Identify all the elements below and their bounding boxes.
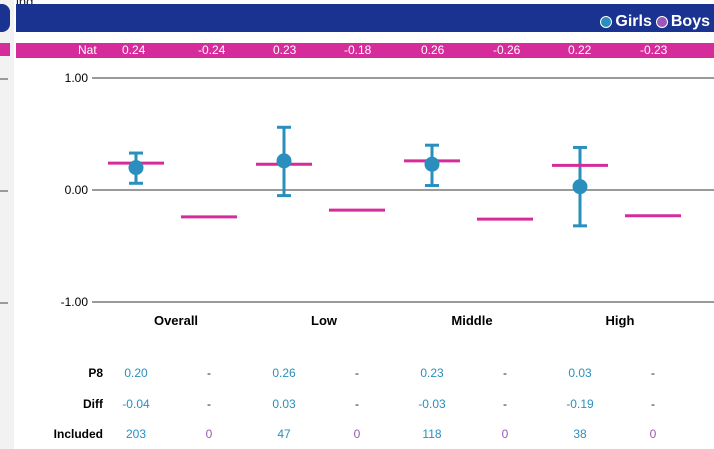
table-cell: 0 [353, 427, 361, 441]
legend-item-boys[interactable]: Boys [655, 13, 710, 31]
left-panel-tick [0, 78, 8, 80]
table-cell: 0 [205, 427, 213, 441]
left-panel-header [0, 4, 10, 32]
table-cell: 0 [501, 427, 509, 441]
table-cell: 0 [649, 427, 657, 441]
table-cell: - [503, 366, 507, 380]
nat-value: -0.24 [198, 43, 226, 57]
legend: Girls Boys [596, 8, 710, 36]
left-panel-tick [0, 302, 8, 304]
category-label: Low [311, 313, 338, 328]
table-cell: 47 [277, 427, 291, 441]
table-cell: - [651, 366, 655, 380]
category-label: Middle [451, 313, 492, 328]
table-cell: 38 [573, 427, 587, 441]
table-cell: - [651, 397, 655, 411]
girls-point [572, 179, 588, 195]
nat-value: -0.23 [640, 43, 668, 57]
girls-marker-icon [600, 16, 613, 28]
chart-header: Girls Boys [16, 4, 714, 32]
nat-value: 0.24 [122, 43, 146, 57]
table-row-label: P8 [88, 366, 103, 380]
legend-label-boys: Boys [670, 13, 710, 30]
table-cell: 0.26 [272, 366, 296, 380]
table-cell: 0.20 [124, 366, 148, 380]
y-tick-label: 0.00 [65, 183, 89, 197]
nat-value: 0.23 [273, 43, 297, 57]
table-cell: -0.04 [122, 397, 150, 411]
table-cell: - [355, 366, 359, 380]
left-panel-accent [0, 43, 10, 56]
table-row-label: Diff [83, 397, 103, 411]
girls-point [424, 156, 440, 172]
table-cell: 0.03 [568, 366, 592, 380]
table-cell: -0.19 [566, 397, 594, 411]
legend-label-girls: Girls [615, 13, 652, 30]
national-averages-bar: Nat 0.24 -0.24 0.23 -0.18 0.26 -0.26 0.2… [16, 43, 714, 58]
category-label: High [606, 313, 635, 328]
table-cell: 118 [422, 427, 442, 441]
y-tick-label: -1.00 [61, 295, 89, 309]
table-cell: 203 [125, 427, 147, 441]
table-cell: - [355, 397, 359, 411]
table-cell: - [207, 397, 211, 411]
nat-value: 0.22 [568, 43, 592, 57]
left-panel-edge [0, 0, 14, 449]
table-row-label: Included [53, 427, 103, 441]
boys-marker-icon [655, 16, 668, 28]
nat-value: -0.26 [493, 43, 521, 57]
table-cell: - [207, 366, 211, 380]
table-cell: 0.23 [420, 366, 444, 380]
y-tick-label: 1.00 [65, 71, 89, 85]
girls-point [276, 153, 292, 169]
left-panel-tick [0, 190, 8, 192]
table-cell: - [503, 397, 507, 411]
legend-item-girls[interactable]: Girls [600, 13, 652, 31]
table-cell: -0.03 [418, 397, 446, 411]
girls-point [128, 160, 144, 176]
table-cell: 0.03 [272, 397, 296, 411]
nat-value: 0.26 [421, 43, 445, 57]
category-label: Overall [154, 313, 198, 328]
nat-label: Nat [78, 43, 97, 57]
nat-value: -0.18 [344, 43, 372, 57]
